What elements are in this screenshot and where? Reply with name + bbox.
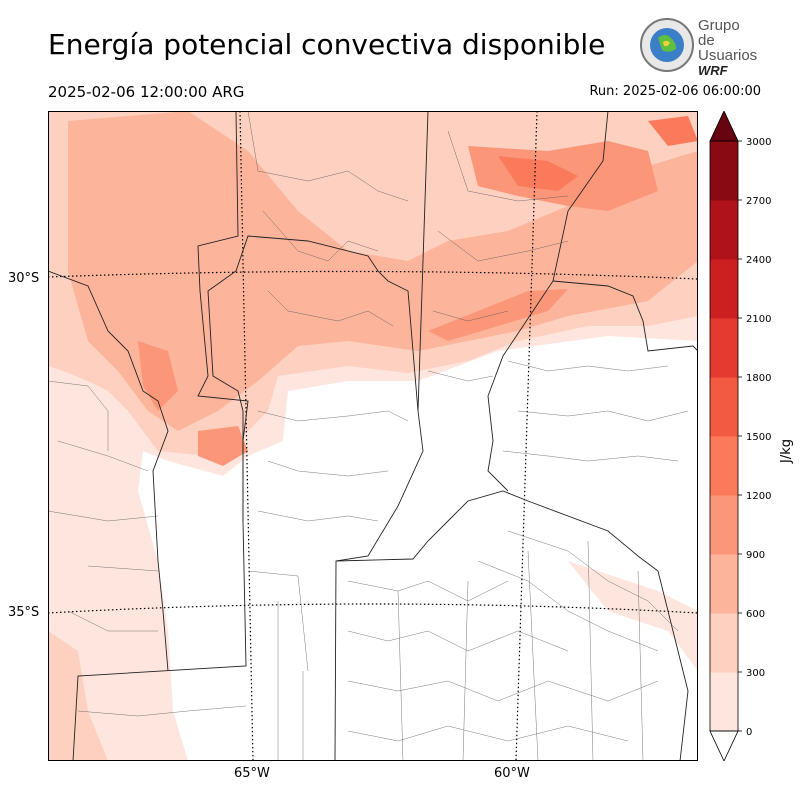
logo-line3: WRF bbox=[698, 63, 728, 78]
colorbar-tick-label: 300 bbox=[746, 668, 765, 679]
cape-band-0-300-east bbox=[568, 561, 698, 671]
colorbar-swatch bbox=[710, 318, 738, 378]
cape-band-300-600-sw bbox=[48, 631, 108, 761]
colorbar-extend-max bbox=[709, 111, 739, 142]
lon-label-65w: 65°W bbox=[234, 766, 270, 781]
colorbar: 0 300 600 900 1200 1500 1800 2100 2400 2700 3000 J… bbox=[709, 111, 794, 761]
cape-map bbox=[48, 111, 698, 761]
colorbar-swatches bbox=[709, 111, 739, 761]
colorbar-swatch bbox=[710, 436, 738, 496]
cape-band-900-1200-b bbox=[428, 289, 568, 341]
colorbar-tick-label: 600 bbox=[746, 609, 765, 620]
colorbar-label: J/kg bbox=[779, 439, 794, 464]
colorbar-tick-label: 3000 bbox=[746, 137, 771, 148]
colorbar-tick-label: 2100 bbox=[746, 314, 771, 325]
cape-band-1200-1500-b bbox=[648, 116, 698, 146]
lat-label-30s: 30°S bbox=[8, 271, 40, 286]
lat-label-35s: 35°S bbox=[8, 605, 40, 620]
graticule bbox=[48, 111, 698, 761]
colorbar-swatch bbox=[710, 259, 738, 319]
chart-title: Energía potencial convectiva disponible bbox=[48, 28, 606, 61]
colorbar-tick-label: 2700 bbox=[746, 196, 771, 207]
lon-label-60w: 60°W bbox=[494, 766, 530, 781]
cape-band-900-1200-c bbox=[138, 341, 178, 411]
colorbar-swatch bbox=[710, 200, 738, 260]
department-lines bbox=[48, 111, 689, 761]
colorbar-swatch bbox=[710, 141, 738, 201]
colorbar-extend-min bbox=[709, 730, 739, 761]
run-time: Run: 2025-02-06 06:00:00 bbox=[589, 84, 761, 99]
colorbar-swatch bbox=[710, 672, 738, 732]
cape-band-1200-1500 bbox=[498, 156, 578, 191]
map-frame bbox=[48, 111, 698, 761]
colorbar-tick-label: 900 bbox=[746, 550, 765, 561]
grupo-usuarios-wrf-logo: Grupo de Usuarios WRF bbox=[638, 16, 760, 78]
colorbar-ticks: 0 300 600 900 1200 1500 1800 2100 2400 2700 3000 bbox=[738, 137, 771, 738]
colorbar-swatch bbox=[710, 495, 738, 555]
colorbar-swatch bbox=[710, 554, 738, 614]
colorbar-tick-label: 1800 bbox=[746, 373, 771, 384]
logo-line2: Usuarios bbox=[698, 47, 758, 64]
valid-time: 2025-02-06 12:00:00 ARG bbox=[48, 83, 245, 101]
globe-icon bbox=[640, 18, 694, 72]
colorbar-tick-label: 1200 bbox=[746, 491, 771, 502]
colorbar-swatch bbox=[710, 377, 738, 437]
colorbar-swatch bbox=[710, 613, 738, 673]
colorbar-tick-label: 2400 bbox=[746, 255, 771, 266]
boundaries bbox=[48, 111, 698, 761]
cape-band-900-1200-d bbox=[198, 426, 248, 466]
logo-line1: Grupo de bbox=[698, 17, 740, 49]
colorbar-tick-label: 0 bbox=[746, 727, 752, 738]
colorbar-tick-label: 1500 bbox=[746, 432, 771, 443]
cape-band-600-900 bbox=[68, 111, 698, 431]
